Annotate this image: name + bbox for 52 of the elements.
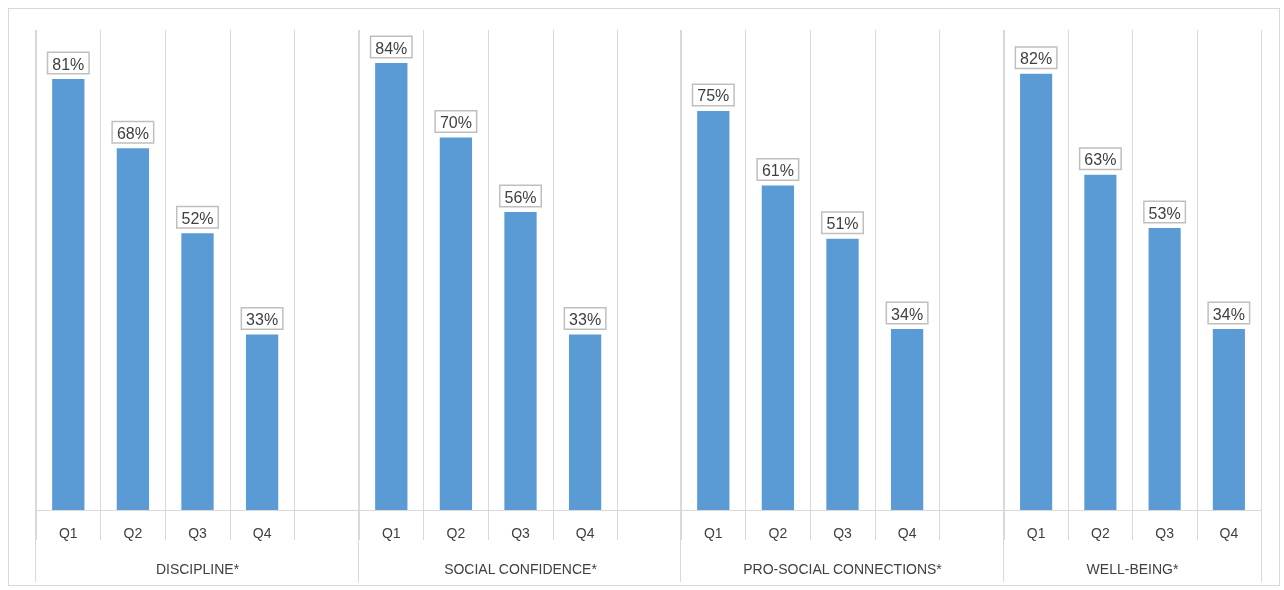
- data-label: 84%: [374, 39, 407, 57]
- data-label: 61%: [761, 161, 794, 179]
- data-label: 81%: [52, 55, 85, 73]
- x-tick-label: Q3: [510, 525, 530, 541]
- bar: [697, 110, 730, 510]
- bar: [1148, 228, 1181, 510]
- data-label: 75%: [697, 87, 730, 105]
- data-label: 51%: [826, 215, 859, 233]
- data-label: 34%: [891, 305, 924, 323]
- bar: [568, 334, 601, 510]
- data-label: 63%: [1083, 151, 1116, 169]
- x-tick-label: Q4: [1219, 525, 1238, 541]
- x-tick-label: Q1: [703, 525, 723, 541]
- x-tick-label: Q3: [1154, 525, 1174, 541]
- data-label: 68%: [116, 124, 149, 142]
- bar: [761, 185, 795, 510]
- bar: [439, 137, 472, 510]
- bar: [826, 238, 859, 510]
- bar: [1083, 174, 1116, 510]
- x-tick-label: Q2: [768, 525, 788, 541]
- x-axis-title: SOCIAL CONFIDENCE*: [443, 561, 597, 577]
- data-label: 52%: [181, 209, 214, 227]
- x-tick-label: Q4: [252, 525, 272, 541]
- data-label: 53%: [1148, 204, 1181, 222]
- x-tick-label: Q2: [1090, 525, 1110, 541]
- x-axis-title: PRO-SOCIAL CONNECTIONS*: [743, 561, 943, 577]
- x-tick-label: Q4: [897, 525, 917, 541]
- bar: [245, 334, 279, 510]
- bar: [52, 79, 85, 510]
- bar: [1212, 329, 1245, 510]
- bar: [116, 148, 150, 510]
- x-tick-label: Q1: [58, 525, 78, 541]
- x-tick-label: Q3: [188, 525, 208, 541]
- bar: [890, 329, 924, 510]
- data-label: 33%: [246, 310, 279, 328]
- bar: [374, 63, 407, 510]
- bar: [503, 212, 537, 510]
- x-tick-label: Q4: [575, 525, 595, 541]
- data-label: 56%: [503, 188, 537, 206]
- data-label: 70%: [439, 114, 472, 132]
- x-axis-title: DISCIPLINE*: [155, 561, 240, 577]
- x-axis-title: WELL-BEING*: [1086, 561, 1179, 577]
- bar: [181, 233, 214, 510]
- x-tick-label: Q1: [381, 525, 401, 541]
- x-tick-label: Q2: [123, 525, 143, 541]
- x-tick-label: Q3: [833, 525, 853, 541]
- x-tick-label: Q1: [1026, 525, 1046, 541]
- x-tick-label: Q2: [446, 525, 465, 541]
- data-label: 34%: [1212, 305, 1245, 323]
- bar: [1019, 73, 1052, 510]
- data-label: 33%: [568, 310, 601, 328]
- data-label: 82%: [1019, 50, 1052, 68]
